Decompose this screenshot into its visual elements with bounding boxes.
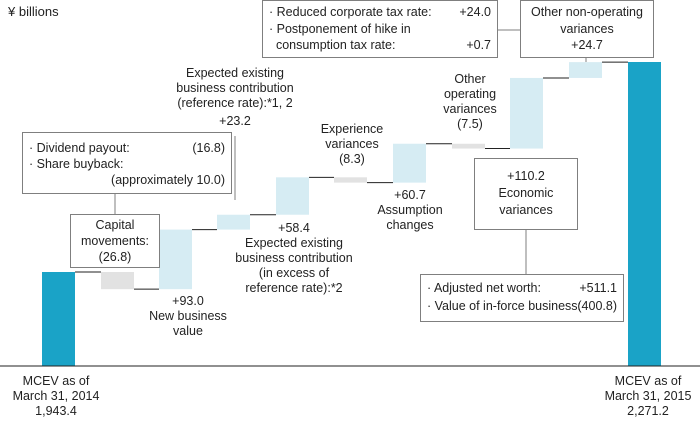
annotation-value: +24.7 (571, 38, 603, 52)
annotation-line: reference rate):*2 (245, 281, 343, 295)
detail-value: (400.8) (577, 299, 617, 313)
other-operating-annotation: Other operating variances (7.5) (420, 72, 520, 132)
detail-label: · Adjusted net worth: (427, 281, 541, 295)
detail-row: · Postponement of hike in (269, 22, 491, 37)
detail-label: · Reduced corporate tax rate: (269, 5, 432, 19)
end-value-label: 2,271.2 (627, 404, 669, 418)
detail-row: · Reduced corporate tax rate: +24.0 (269, 5, 491, 20)
annotation-line: variances (443, 102, 497, 116)
expected-excess-annotation: +58.4 Expected existing business contrib… (224, 221, 364, 296)
annotation-line: business contribution (176, 81, 294, 95)
end-label-line: March 31, 2015 (604, 389, 692, 403)
tax-detail-box: · Reduced corporate tax rate: +24.0 · Po… (262, 0, 498, 58)
annotation-value: (26.8) (98, 250, 132, 264)
detail-label: · Value of in-force business: (427, 299, 582, 313)
capital-detail-box: · Dividend payout: (16.8) · Share buybac… (22, 132, 232, 194)
detail-label: consumption tax rate: (269, 38, 396, 52)
start-label: MCEV as of March 31, 2014 1,943.4 (2, 374, 110, 419)
delta-bar-other_non_operating (569, 62, 602, 78)
annotation-value: +60.7 (394, 188, 426, 202)
annotation-line: changes (386, 218, 434, 232)
annotation-line: Expected existing (245, 236, 343, 250)
annotation-line: Assumption (377, 203, 443, 217)
total-bar-start (42, 272, 75, 366)
annotation-line: (reference rate):*1, 2 (177, 96, 293, 110)
delta-bar-expected_excess (276, 177, 309, 215)
expected-reference-annotation: Expected existing business contribution … (165, 66, 305, 129)
detail-row: · Dividend payout: (16.8) (29, 141, 225, 156)
economic-variances-box: +110.2 Economic variances (474, 158, 578, 230)
start-value-label: 1,943.4 (35, 404, 77, 418)
delta-bar-experience (334, 177, 367, 183)
economic-detail-box: · Adjusted net worth: +511.1 · Value of … (420, 274, 624, 322)
annotation-value: +23.2 (219, 114, 251, 128)
annotation-line: variances (560, 22, 614, 36)
total-bar-end (628, 62, 661, 366)
annotation-line: business contribution (235, 251, 353, 265)
annotation-line: Other non-operating (531, 5, 643, 19)
delta-bar-new_business (159, 229, 192, 290)
annotation-line: Other (454, 72, 486, 86)
annotation-line: operating (443, 87, 497, 101)
experience-annotation: Experience variances (8.3) (302, 122, 402, 167)
detail-value: +511.1 (579, 281, 617, 295)
start-label-line: MCEV as of (22, 374, 90, 388)
detail-label: · Share buyback: (29, 157, 124, 171)
end-label-line: MCEV as of (614, 374, 682, 388)
assumption-annotation: +60.7 Assumption changes (360, 188, 460, 233)
delta-bar-other_operating (452, 143, 485, 149)
delta-bar-assumption (393, 143, 426, 183)
annotation-value: +110.2 (507, 169, 545, 183)
detail-value: (16.8) (192, 141, 225, 155)
delta-bar-capital (101, 272, 134, 290)
delta-bar-economic (510, 77, 543, 149)
detail-row: consumption tax rate: +0.7 (269, 38, 491, 53)
annotation-value: (8.3) (339, 152, 365, 166)
annotation-value: (7.5) (457, 117, 483, 131)
detail-value: +0.7 (466, 38, 491, 52)
annotation-line: Experience (320, 122, 384, 136)
annotation-line: (in excess of (258, 266, 330, 280)
other-non-operating-box: Other non-operating variances +24.7 (520, 0, 654, 58)
capital-movements-box: Capital movements: (26.8) (70, 214, 160, 268)
delta-bar-expected_ref (217, 214, 250, 230)
annotation-line: Economic (498, 186, 554, 200)
annotation-line: variances (325, 137, 379, 151)
detail-value: +24.0 (459, 5, 491, 19)
detail-label: · Dividend payout: (29, 141, 130, 155)
start-label-line: March 31, 2014 (12, 389, 100, 403)
detail-row: · Share buyback: (29, 157, 225, 172)
annotation-line: Expected existing (186, 66, 284, 80)
detail-row: · Value of in-force business: (400.8) (427, 299, 617, 314)
end-label: MCEV as of March 31, 2015 2,271.2 (598, 374, 698, 419)
detail-label: · Postponement of hike in (269, 22, 411, 36)
new-business-annotation: +93.0 New business value (128, 294, 248, 339)
annotation-value: +93.0 (172, 294, 204, 308)
annotation-line: Capital (95, 218, 135, 232)
detail-row: · Adjusted net worth: +511.1 (427, 281, 617, 296)
detail-value: (approximately 10.0) (111, 173, 225, 187)
annotation-line: variances (499, 203, 553, 217)
annotation-line: movements: (80, 234, 150, 248)
annotation-line: value (173, 324, 203, 338)
annotation-value: +58.4 (278, 221, 310, 235)
unit-label: ¥ billions (8, 4, 59, 19)
annotation-line: New business (149, 309, 227, 323)
